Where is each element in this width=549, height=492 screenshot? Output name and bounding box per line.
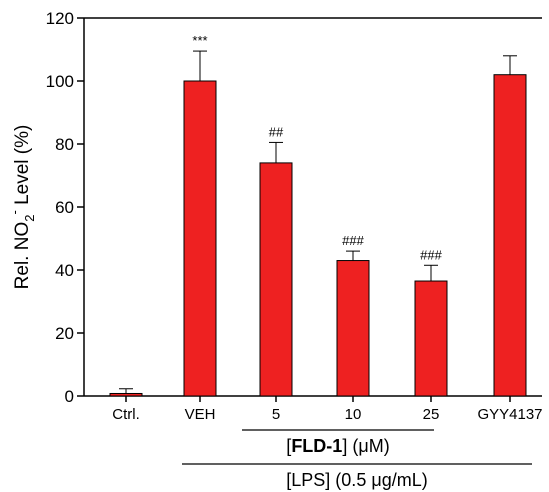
y-axis-label: Rel. NO2- Level (%) [7, 125, 37, 290]
category-label: VEH [185, 406, 216, 423]
category-label: Ctrl. [112, 406, 140, 423]
y-tick-label: 80 [55, 135, 74, 154]
bar [493, 74, 527, 397]
category-labels: Ctrl. VEH 5 10 25 GYY4137 [112, 396, 543, 423]
significance-label: ## [269, 124, 284, 139]
bar [414, 280, 448, 397]
category-label: GYY4137 [477, 406, 542, 423]
y-tick-label: 20 [55, 324, 74, 343]
bar [109, 392, 143, 397]
y-ticks: 0 20 40 60 80 100 120 [46, 9, 84, 406]
category-label: 5 [272, 406, 280, 423]
significance-label: ### [342, 233, 364, 248]
bar [336, 260, 370, 397]
y-tick-label: 60 [55, 198, 74, 217]
lps-group-label: [LPS] (0.5 μg/mL) [286, 470, 427, 490]
y-tick-label: 0 [65, 387, 74, 406]
bars [109, 74, 527, 397]
category-label: 10 [345, 406, 362, 423]
y-tick-label: 40 [55, 261, 74, 280]
significance-label: *** [192, 33, 207, 48]
significance-labels: ***######## [192, 33, 442, 262]
y-tick-label: 120 [46, 9, 74, 28]
bar [183, 80, 217, 397]
error-bars [119, 50, 517, 394]
significance-label: ### [420, 247, 442, 262]
fld-group-label: [FLD-1] (μM) [286, 436, 389, 456]
bar [259, 162, 293, 397]
category-label: 25 [423, 406, 440, 423]
y-tick-label: 100 [46, 72, 74, 91]
